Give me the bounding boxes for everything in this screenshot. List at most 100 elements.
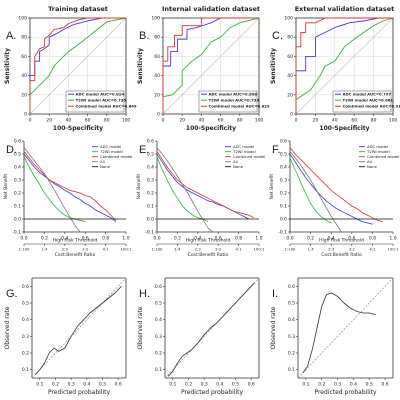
panel-letter: D. xyxy=(6,144,17,156)
panel-a-roc-training: A. Training dataset 0 20 40 60 80 100 0 20 40 60 80… xyxy=(0,0,137,136)
y-axis-title: Observed rate xyxy=(137,306,144,349)
calibration-chart-internal: 0.1 0.2 0.3 0.4 0.5 0.6 0.1 0.2 0.3 0.4 0.5 0.6 Pred… xyxy=(137,277,260,396)
x-axis-title: Predicted probability xyxy=(48,389,111,396)
y-tick-label: 20 xyxy=(287,92,293,98)
y-tick-label: 0.3 xyxy=(280,178,287,184)
x-tick-label: 100 xyxy=(122,118,131,124)
y-tick-label: 0.3 xyxy=(147,178,154,184)
series-line-t2wi-model xyxy=(289,157,332,224)
y-tick-label: 0.1 xyxy=(288,367,295,373)
y-tick-label: 0.5 xyxy=(155,301,162,307)
x-tick-label: 0.8 xyxy=(102,236,109,242)
dca-chart-internal: 0.0 0.2 0.4 0.6 0.8 1.0-0.10.00.10.20.30.40.5… xyxy=(136,139,265,259)
y-tick-label: 0.4 xyxy=(288,317,295,323)
ideal-reference-line xyxy=(31,277,127,379)
y-tick-label: 0.3 xyxy=(14,178,21,184)
x-tick-label: 0.6 xyxy=(215,236,222,242)
panel-d-dca-training: D. 0.0 0.2 0.4 0.6 0.8 1.0 -0.1 0.0 0.1 0.2 0.3 0.4… xyxy=(0,136,133,260)
x-tick-label: 0.2 xyxy=(318,382,325,388)
series-line-t2wi-model xyxy=(23,156,86,222)
series-line-combined-model-auc-0-849 xyxy=(29,17,126,114)
y-axis-title: Net Benefit xyxy=(269,174,275,200)
legend-label: ADC model AUC=0.824 xyxy=(76,92,125,97)
y-tick-label: 0.0 xyxy=(14,217,21,223)
y-tick-label: 100 xyxy=(151,16,160,22)
calibration-chart-external: 0.1 0.2 0.3 0.4 0.5 0.6 0.1 0.2 0.3 0.4 0.5 0.6 Pred… xyxy=(270,277,394,396)
y-tick-label: 40 xyxy=(21,73,27,79)
y-tick-label: 0.5 xyxy=(288,301,295,307)
legend-label: T2WI model AUC=0.733 xyxy=(209,98,260,103)
y-axis-title: Observed rate xyxy=(4,306,11,349)
x-tick-label: 0.5 xyxy=(232,382,239,388)
y-tick-label: 60 xyxy=(287,54,293,60)
x-tick-label: 0.4 xyxy=(83,382,90,388)
x-tick-label: 40 xyxy=(199,118,205,124)
y-tick-label: 80 xyxy=(287,35,293,41)
y-tick-label: 0.0 xyxy=(147,217,154,223)
y-tick-label: 0.6 xyxy=(288,284,295,290)
dca-chart-training: 0.0 0.2 0.4 0.6 0.8 1.0-0.10.00.10.20.30.40.5… xyxy=(3,139,133,259)
series-line-combined-model-auc-0-916 xyxy=(295,17,393,114)
y-tick-label: 0.1 xyxy=(280,204,287,210)
panel-letter: F. xyxy=(272,144,281,156)
secondary-x-tick-label: 1:100 xyxy=(285,247,297,252)
x-tick-label: 60 xyxy=(85,118,91,124)
dca-chart-external: 0.0 0.2 0.4 0.6 0.8 1.0-0.10.00.10.20.30.40.5… xyxy=(269,139,399,259)
y-axis-title: Sensitivity xyxy=(270,48,277,84)
x-tick-label: 0.6 xyxy=(248,382,255,388)
y-tick-label: 0.2 xyxy=(288,351,295,357)
x-tick-label: 80 xyxy=(104,118,110,124)
legend-box xyxy=(332,90,392,113)
y-tick-label: 0.5 xyxy=(280,152,287,158)
legend-label: ADC model AUC=0.797 xyxy=(343,92,392,97)
series-line-t2wi-model-auc-0-661 xyxy=(295,17,394,114)
y-tick-label: 0.1 xyxy=(147,204,154,210)
panel-letter: B. xyxy=(139,30,150,42)
legend-label: T2WI model xyxy=(99,149,123,154)
legend-label: Combined model AUC=0.849 xyxy=(76,104,137,109)
ideal-reference-line xyxy=(297,277,394,379)
series-line-combined-model xyxy=(156,151,255,219)
y-tick-label: 0.5 xyxy=(14,152,21,158)
panel-g-calibration-training: G. 0.1 0.2 0.3 0.4 0.5 0.6 0.1 0.2 0.3 0.4 0.5 0.6 P… xyxy=(0,260,133,400)
x-tick-label: 0.4 xyxy=(328,236,335,242)
x-tick-label: 0 xyxy=(162,118,165,124)
secondary-x-tick-label: 2:3 xyxy=(328,247,335,252)
x-tick-label: 1.0 xyxy=(122,236,129,242)
x-tick-label: 0.6 xyxy=(381,382,388,388)
series-line-combined-model xyxy=(23,151,117,221)
secondary-x-tick-label: 1:4 xyxy=(41,247,48,252)
secondary-x-tick-label: 3:2 xyxy=(349,247,356,252)
series-line-all xyxy=(23,147,81,233)
x-tick-label: 0.2 xyxy=(41,236,48,242)
y-tick-label: 80 xyxy=(154,35,160,41)
panel-e-dca-internal: E. 0.0 0.2 0.4 0.6 0.8 1.0 -0.1 0.0 0.1 0.2 0.3 0.4… xyxy=(133,136,266,260)
x-tick-label: 0.2 xyxy=(52,382,59,388)
panel-b-roc-internal: B. Internal validation dataset 0 20 40 60 80 1… xyxy=(133,0,270,136)
x-tick-label: 20 xyxy=(46,118,52,124)
panel-h-calibration-internal: H. 0.1 0.2 0.3 0.4 0.5 0.6 0.1 0.2 0.3 0.4 0.5 0.6 P… xyxy=(133,260,266,400)
series-line-t2wi-model xyxy=(156,156,209,222)
y-tick-label: 0.6 xyxy=(22,284,29,290)
series-line-adc-model-auc-0-797 xyxy=(295,17,393,114)
y-tick-label: 0.1 xyxy=(14,204,21,210)
y-tick-label: 0.6 xyxy=(280,139,287,145)
x-axis-title: Predicted probability xyxy=(181,389,244,396)
y-tick-label: 0.5 xyxy=(147,152,154,158)
legend-label: Combined model AUC=0.916 xyxy=(343,104,400,109)
x-tick-label: 0.1 xyxy=(302,382,309,388)
secondary-x-tick-label: 100:1 xyxy=(121,247,133,252)
secondary-x-tick-label: 1:100 xyxy=(19,247,31,252)
x-tick-label: 0.5 xyxy=(366,382,373,388)
series-line-adc-model xyxy=(289,153,373,225)
x-tick-label: 80 xyxy=(371,118,377,124)
y-axis-title: Net Benefit xyxy=(3,174,9,200)
y-tick-label: -0.1 xyxy=(145,230,154,236)
ideal-reference-line xyxy=(164,277,260,379)
secondary-x-tick-label: 1:4 xyxy=(308,247,315,252)
legend-label: All xyxy=(367,159,372,164)
legend-label: Combined model xyxy=(233,154,265,159)
x-axis-title: High Risk Threshold xyxy=(319,238,364,244)
y-tick-label: 0.2 xyxy=(147,191,154,197)
x-tick-label: 20 xyxy=(179,118,185,124)
